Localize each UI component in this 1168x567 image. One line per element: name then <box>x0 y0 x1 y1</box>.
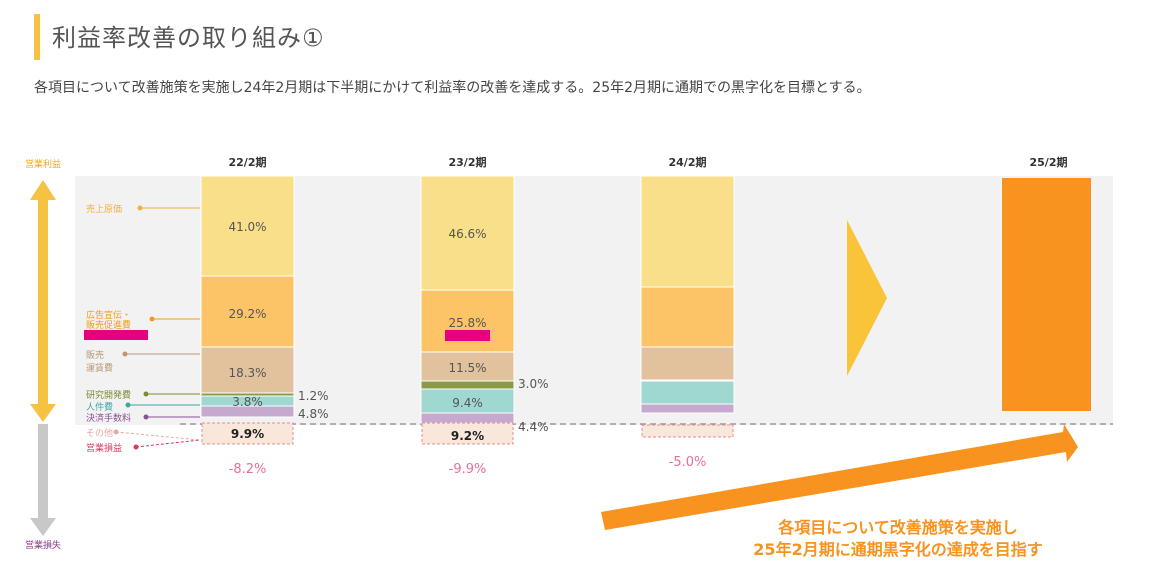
page-title: 利益率改善の取り組み① <box>52 24 325 52</box>
legend-label: 売上原価 <box>86 203 122 215</box>
highlight-mark <box>445 330 490 341</box>
value-label-ad: 25.8% <box>448 316 486 330</box>
value-label-ship: 18.3% <box>228 366 266 380</box>
value-label-rd: 1.2% <box>298 389 329 403</box>
legend-label: 人件費 <box>86 401 113 413</box>
bar-segment-payment <box>420 412 515 424</box>
axis-top-label: 営業利益 <box>25 158 61 170</box>
legend-label: 研究開発費 <box>86 389 131 401</box>
category-label: 22/2期 <box>229 155 267 169</box>
bar-segment-cogs <box>420 175 515 291</box>
goal-note: 各項目について改善施策を実施し 25年2月期に通期黒字化の達成を目指す <box>668 517 1128 561</box>
bar-segment-rd <box>420 380 515 390</box>
legend-leader-line <box>115 431 201 441</box>
legend-leader-line <box>135 439 201 448</box>
value-label-ship: 11.5% <box>448 361 486 375</box>
bar-segment-ad <box>420 289 515 353</box>
bar-segment-ad <box>640 286 735 348</box>
bar-segment-ship <box>200 346 295 394</box>
bar-segment-personnel <box>420 388 515 414</box>
category-label: 24/2期 <box>669 155 707 169</box>
value-label-personnel: 3.8% <box>232 395 263 409</box>
loss-arrow-head <box>30 518 56 536</box>
value-label-personnel: 9.4% <box>452 396 483 410</box>
bar-segment-ship <box>420 351 515 382</box>
highlight-mark <box>84 330 148 340</box>
bar-segment-payment <box>200 405 295 418</box>
page-subtitle: 各項目について改善施策を実施し24年2月期は下半期にかけて利益率の改善を達成する… <box>34 80 871 96</box>
chevron-arrow <box>847 220 887 376</box>
bar-segment-payment <box>640 403 735 414</box>
legend-label: 販売促進費 <box>86 319 131 331</box>
value-label-payment: 4.8% <box>298 407 329 421</box>
bar-segment-ship <box>640 346 735 381</box>
operating-margin-label: -8.2% <box>229 462 267 477</box>
operating-loss-box <box>421 422 514 445</box>
goal-note-line1: 各項目について改善施策を実施し <box>778 518 1018 537</box>
profit-arrow-shaft <box>38 198 48 406</box>
legend-label: 営業損益 <box>86 442 122 454</box>
legend-label: 運賃費 <box>86 362 113 374</box>
value-label-other: 9.2% <box>451 429 484 443</box>
axis-bottom-label: 営業損失 <box>25 539 61 551</box>
value-label-rd: 3.0% <box>518 377 549 391</box>
legend-label: 決済手数料 <box>86 412 131 424</box>
target-bar <box>1002 178 1091 411</box>
category-label: 25/2期 <box>1030 155 1068 169</box>
legend-label: 販売 <box>86 349 104 361</box>
profit-arrow-up-head <box>30 180 56 200</box>
value-label-payment: 4.4% <box>518 420 549 434</box>
value-label-other: 9.9% <box>231 427 264 441</box>
bar-segment-ad <box>200 275 295 348</box>
trend-arrow <box>601 424 1078 530</box>
bar-segment-cogs <box>640 175 735 288</box>
value-label-ad: 29.2% <box>228 307 266 321</box>
value-label-cogs: 46.6% <box>448 227 486 241</box>
loss-arrow-shaft <box>38 424 48 518</box>
legend-label: その他 <box>86 427 113 439</box>
category-label: 23/2期 <box>449 155 487 169</box>
value-label-cogs: 41.0% <box>228 220 266 234</box>
bar-segment-personnel <box>640 380 735 405</box>
operating-margin-label: -9.9% <box>449 462 487 477</box>
goal-note-line2: 25年2月期に通期黒字化の達成を目指す <box>753 540 1043 559</box>
operating-margin-label: -5.0% <box>669 455 707 470</box>
legend-label: 広告宣伝・ <box>86 309 131 321</box>
profit-arrow-down-head <box>30 404 56 422</box>
operating-loss-box <box>641 424 734 438</box>
operating-loss-box <box>201 422 294 445</box>
title-accent-bar <box>34 14 40 60</box>
